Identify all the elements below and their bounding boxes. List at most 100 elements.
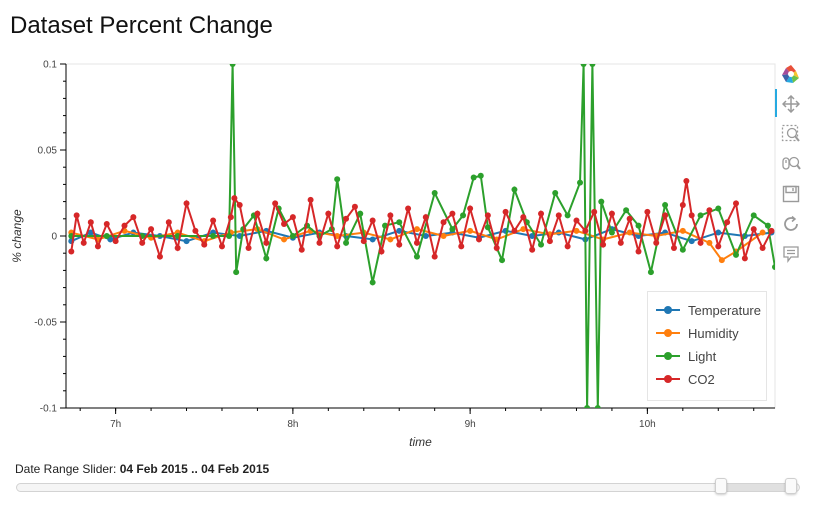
point-co2 — [706, 207, 713, 214]
point-temperature — [688, 238, 695, 245]
point-co2 — [467, 205, 474, 212]
point-light — [589, 64, 596, 67]
point-light — [538, 241, 545, 248]
point-co2 — [183, 200, 190, 207]
point-co2 — [422, 214, 429, 221]
point-light — [647, 269, 654, 276]
point-co2 — [396, 241, 403, 248]
point-humidity — [387, 236, 394, 243]
toolbar — [775, 62, 805, 272]
point-co2 — [94, 243, 101, 250]
point-co2 — [201, 241, 208, 248]
point-co2 — [245, 245, 252, 252]
slider-handle-start[interactable] — [714, 478, 727, 494]
point-light — [263, 255, 270, 262]
save-icon[interactable] — [779, 182, 803, 206]
point-light — [623, 207, 630, 214]
point-co2 — [316, 239, 323, 246]
slider-value: 04 Feb 2015 .. 04 Feb 2015 — [119, 462, 270, 476]
point-light — [226, 233, 233, 239]
date-range-slider[interactable] — [16, 478, 800, 494]
point-co2 — [653, 239, 660, 246]
point-humidity — [759, 229, 766, 236]
point-co2 — [387, 212, 394, 219]
x-tick-label: 8h — [287, 419, 298, 430]
point-light — [715, 205, 722, 212]
legend-swatch-co2 — [656, 372, 680, 386]
point-co2 — [378, 248, 385, 255]
point-co2 — [307, 196, 314, 203]
point-light — [460, 212, 467, 219]
legend-label-temperature: Temperature — [688, 302, 761, 318]
point-co2 — [103, 220, 110, 227]
point-co2 — [440, 219, 447, 226]
point-co2 — [626, 215, 633, 222]
x-tick-label: 7h — [110, 419, 121, 430]
point-light — [334, 176, 341, 183]
point-co2 — [413, 239, 420, 246]
y-tick-label: -0.05 — [34, 318, 57, 329]
point-co2 — [156, 253, 163, 260]
point-temperature — [87, 229, 94, 236]
legend-item-temperature[interactable]: Temperature — [648, 299, 766, 321]
point-co2 — [538, 210, 545, 217]
point-co2 — [80, 239, 87, 246]
point-co2 — [87, 219, 94, 226]
point-co2 — [750, 226, 757, 233]
active-tool-indicator — [775, 89, 777, 117]
hover-icon[interactable] — [779, 242, 803, 266]
point-co2 — [192, 227, 199, 234]
point-light — [733, 251, 740, 258]
x-tick-label: 10h — [639, 419, 656, 430]
point-co2 — [662, 212, 669, 219]
point-co2 — [130, 214, 137, 221]
point-humidity — [679, 227, 686, 234]
point-light — [580, 64, 587, 67]
point-light — [484, 224, 491, 231]
legend-item-co2[interactable]: CO2 — [648, 368, 766, 390]
point-co2 — [617, 239, 624, 246]
point-light — [229, 64, 236, 67]
point-light — [470, 174, 477, 181]
slider-label: Date Range Slider: — [15, 462, 117, 476]
point-light — [511, 186, 518, 193]
point-co2 — [555, 212, 562, 219]
point-co2 — [733, 200, 740, 207]
point-light — [750, 212, 757, 219]
bokeh-logo-icon[interactable] — [779, 62, 803, 86]
point-co2 — [73, 212, 80, 219]
point-humidity — [467, 227, 474, 234]
point-co2 — [493, 245, 500, 252]
point-light — [577, 179, 584, 186]
point-co2 — [683, 177, 690, 184]
point-co2 — [697, 239, 704, 246]
legend-swatch-humidity — [656, 326, 680, 340]
legend-swatch-light — [656, 349, 680, 363]
point-humidity — [706, 239, 713, 246]
point-co2 — [431, 253, 438, 260]
legend-item-light[interactable]: Light — [648, 345, 766, 367]
point-light — [594, 405, 601, 408]
point-light — [584, 405, 591, 408]
point-humidity — [281, 236, 288, 243]
legend-item-humidity[interactable]: Humidity — [648, 322, 766, 344]
slider-handle-end[interactable] — [785, 478, 798, 494]
point-light — [564, 212, 571, 219]
box-zoom-icon[interactable] — [779, 122, 803, 146]
point-light — [369, 279, 376, 286]
point-co2 — [724, 219, 731, 226]
slider-selected-range — [720, 484, 792, 491]
point-humidity — [626, 229, 633, 236]
point-light — [697, 212, 704, 219]
reset-icon[interactable] — [779, 212, 803, 236]
point-co2 — [715, 243, 722, 250]
wheel-zoom-icon[interactable] — [779, 152, 803, 176]
point-co2 — [679, 202, 686, 209]
point-co2 — [484, 212, 491, 219]
pan-icon[interactable] — [779, 92, 803, 116]
point-light — [413, 253, 420, 260]
point-light — [449, 226, 456, 233]
point-light — [289, 233, 296, 239]
point-co2 — [343, 215, 350, 222]
